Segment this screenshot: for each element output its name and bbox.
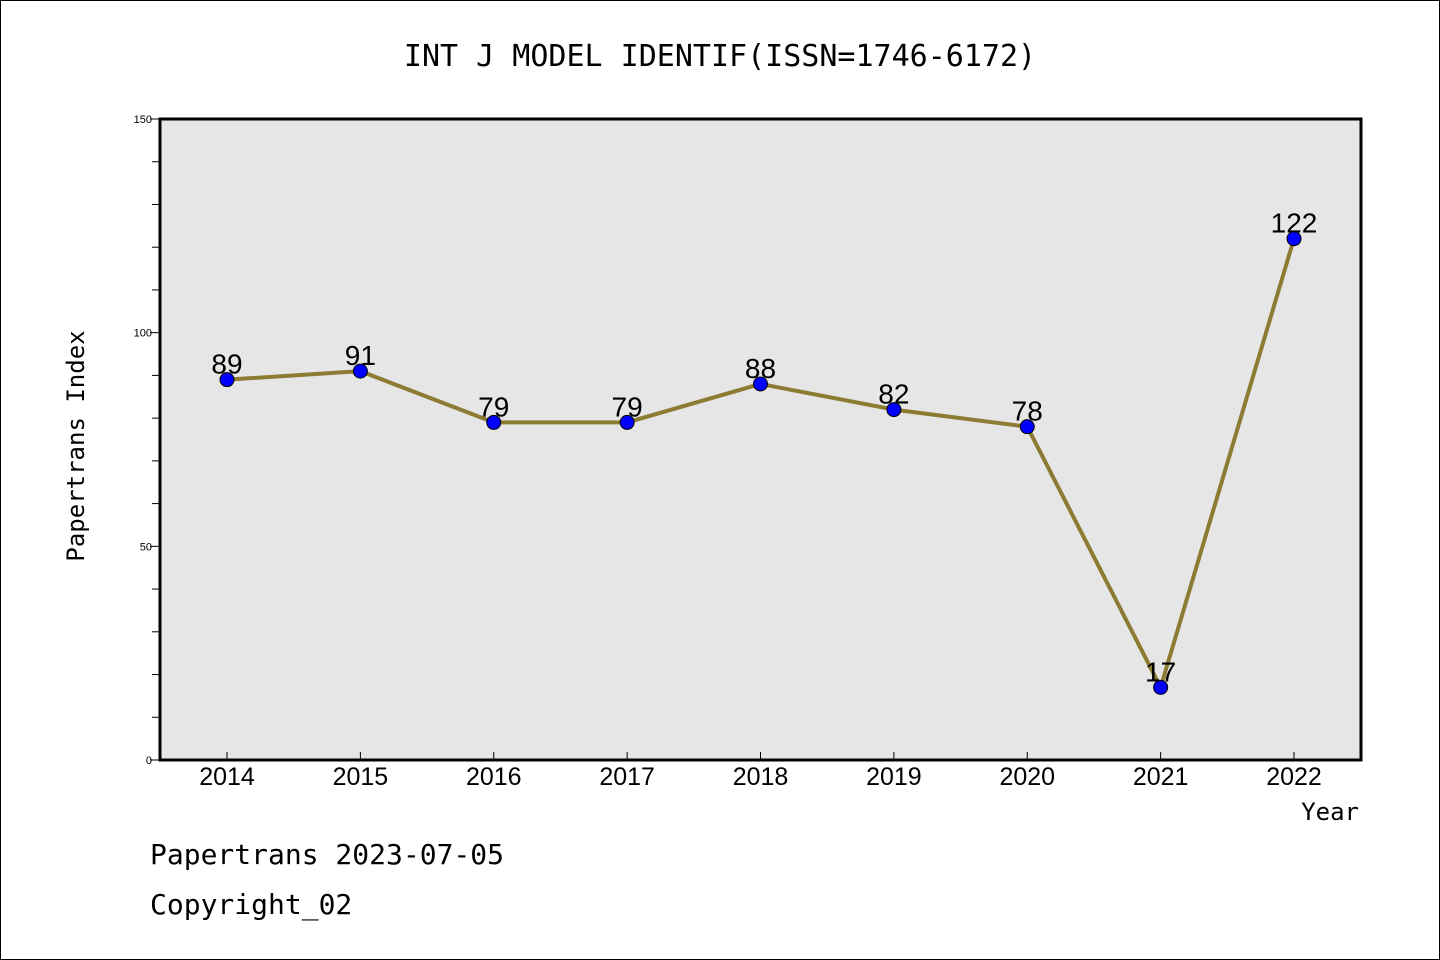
data-label: 122 — [1271, 208, 1318, 239]
data-point — [352, 363, 368, 379]
series-group: 89 91 79 79 88 82 78 17 122 — [211, 208, 1317, 695]
y-axis-label: Papertrans Index — [62, 330, 90, 561]
x-tick-label: 2022 — [1266, 763, 1322, 791]
data-point — [1019, 419, 1035, 435]
y-axis: 0 50 100 150 — [134, 114, 160, 767]
data-label: 79 — [478, 391, 509, 422]
y-tick-label: 50 — [140, 541, 152, 553]
x-tick-label: 2019 — [866, 763, 922, 791]
data-point — [486, 414, 502, 430]
y-tick-label: 100 — [134, 328, 152, 340]
data-label: 91 — [345, 340, 376, 371]
x-axis: 2014 2015 2016 2017 2018 2019 2020 2021 2022 — [199, 752, 1322, 791]
footer-copyright: Copyright_02 — [150, 888, 352, 922]
data-label: 17 — [1145, 656, 1176, 687]
data-point — [1286, 231, 1302, 247]
y-tick-label: 0 — [146, 755, 152, 767]
x-tick-label: 2020 — [999, 763, 1055, 791]
y-tick-label: 150 — [134, 114, 152, 126]
data-label: 82 — [878, 379, 909, 410]
data-point — [1153, 679, 1169, 695]
x-tick-label: 2018 — [733, 763, 789, 791]
data-label: 88 — [745, 353, 776, 384]
x-tick-label: 2021 — [1133, 763, 1189, 791]
chart-title: INT J MODEL IDENTIF(ISSN=1746-6172) — [404, 39, 1036, 74]
x-axis-label: Year — [1301, 798, 1359, 826]
data-label: 79 — [612, 391, 643, 422]
footer-date: Papertrans 2023-07-05 — [150, 838, 504, 871]
x-tick-label: 2014 — [199, 763, 255, 791]
plot-area — [158, 117, 1363, 762]
x-tick-label: 2015 — [333, 763, 389, 791]
data-point — [886, 402, 902, 418]
data-point — [619, 414, 635, 430]
x-tick-label: 2017 — [599, 763, 655, 791]
data-label: 89 — [211, 349, 242, 380]
data-label: 78 — [1012, 396, 1043, 427]
data-point — [219, 372, 235, 388]
data-point — [753, 376, 768, 392]
x-tick-label: 2016 — [466, 763, 522, 791]
